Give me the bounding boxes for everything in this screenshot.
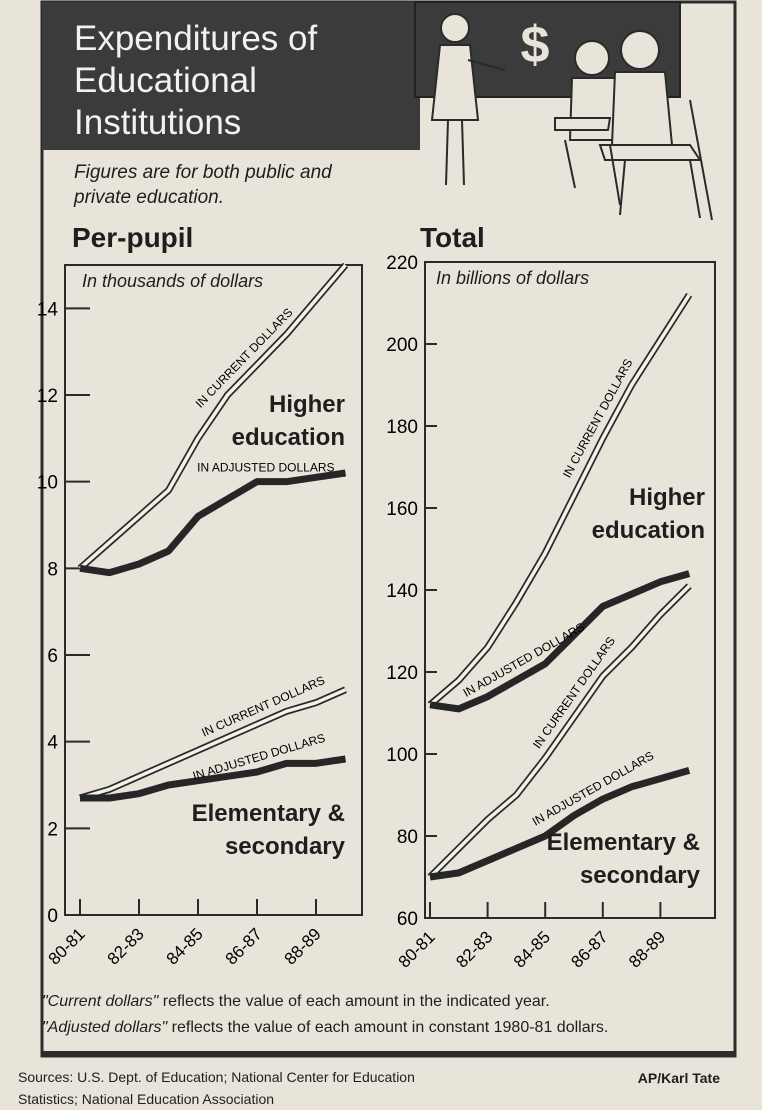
y-tick-label: 120 (386, 663, 418, 684)
student-head (621, 31, 659, 69)
footnote-term: "Adjusted dollars" (42, 1019, 167, 1036)
chair-leg (690, 160, 700, 218)
chart-title: Per-pupil (72, 222, 193, 254)
y-tick-label: 220 (386, 253, 418, 274)
teacher-head (441, 14, 469, 42)
teacher-body (432, 45, 478, 120)
x-tick-label: 80-81 (395, 927, 439, 971)
x-tick-label: 88-89 (625, 927, 669, 971)
footnote: "Current dollars" reflects the value of … (42, 993, 550, 1011)
x-tick-label: 84-85 (163, 924, 207, 968)
x-tick-label: 80-81 (45, 924, 89, 968)
student-body (612, 72, 672, 145)
annotation: Elementary & secondary (510, 826, 700, 892)
y-tick-label: 4 (47, 733, 58, 754)
chart-subtitle: In thousands of dollars (82, 271, 263, 292)
page: {"header": {"title": "Expenditures of Ed… (0, 0, 762, 1105)
x-tick-label: 84-85 (510, 927, 554, 971)
line (80, 473, 346, 573)
y-tick-label: 0 (47, 906, 58, 927)
y-tick-label: 100 (386, 745, 418, 766)
footnote-text: reflects the value of each amount in con… (172, 1019, 609, 1036)
footnote-text: reflects the value of each amount in the… (163, 993, 550, 1010)
y-tick-label: 12 (37, 386, 58, 407)
y-tick-label: 200 (386, 335, 418, 356)
y-tick-label: 140 (386, 581, 418, 602)
series-label: IN CURRENT DOLLARS (560, 356, 636, 480)
series-label: IN ADJUSTED DOLLARS (191, 731, 327, 783)
y-tick-label: 160 (386, 499, 418, 520)
chair-seat (600, 145, 700, 160)
chart-title: Total (420, 222, 485, 254)
x-tick-label: 86-87 (567, 927, 611, 971)
student-head (575, 41, 609, 75)
y-tick-label: 8 (47, 559, 58, 580)
footnote-term: "Current dollars" (42, 993, 158, 1010)
desk (555, 118, 610, 130)
teacher-leg (446, 120, 448, 185)
annotation: Higher education (175, 388, 345, 454)
y-tick-label: 80 (397, 827, 418, 848)
x-tick-label: 82-83 (452, 927, 496, 971)
footnote: "Adjusted dollars" reflects the value of… (42, 1019, 608, 1037)
x-tick-label: 88-89 (281, 924, 325, 968)
teacher-leg (462, 120, 464, 185)
annotation: Elementary & secondary (155, 797, 345, 863)
y-tick-label: 14 (37, 299, 59, 320)
series-label: IN ADJUSTED DOLLARS (197, 461, 334, 475)
board-symbol: $ (521, 16, 550, 74)
y-tick-label: 2 (47, 819, 58, 840)
y-tick-label: 180 (386, 417, 418, 438)
annotation: Higher education (535, 481, 705, 547)
x-tick-label: 86-87 (222, 924, 266, 968)
x-tick-label: 82-83 (104, 924, 148, 968)
chart-subtitle: In billions of dollars (436, 268, 589, 289)
chair-leg (620, 160, 625, 215)
title: Expenditures of Educational Institutions (74, 18, 394, 144)
sources: Sources: U.S. Dept. of Education; Nation… (18, 1066, 418, 1110)
credit: AP/Karl Tate (560, 1070, 720, 1086)
subtitle: Figures are for both public and private … (74, 160, 374, 210)
y-tick-label: 10 (37, 473, 58, 494)
y-tick-label: 6 (47, 646, 58, 667)
student-leg (565, 140, 575, 188)
y-tick-label: 60 (397, 909, 418, 930)
